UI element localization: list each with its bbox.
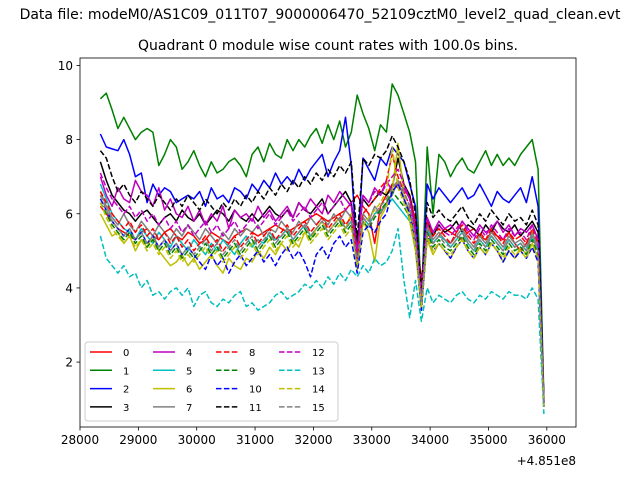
series-line-8 <box>99 153 545 403</box>
x-tick-label: 33000 <box>353 433 391 447</box>
chart-title: Quadrant 0 module wise count rates with … <box>138 38 518 54</box>
x-tick-label: 28000 <box>61 433 99 447</box>
y-tick-label: 10 <box>58 59 73 73</box>
x-tick-label: 32000 <box>294 433 332 447</box>
x-tick-label: 30000 <box>178 433 216 447</box>
legend-label-9: 9 <box>249 366 255 377</box>
series-line-14 <box>99 146 545 407</box>
series-line-1 <box>99 83 545 400</box>
x-tick-label: 35000 <box>469 433 507 447</box>
legend-label-11: 11 <box>249 403 262 414</box>
legend-label-0: 0 <box>123 348 129 359</box>
legend-label-12: 12 <box>312 348 325 359</box>
y-tick-label: 2 <box>65 356 73 370</box>
legend-box <box>84 341 339 422</box>
legend-label-3: 3 <box>123 403 129 414</box>
x-axis-offset-label: +4.851e8 <box>517 454 576 468</box>
series-line-9 <box>99 190 545 407</box>
series-group <box>99 83 545 415</box>
x-tick-label: 34000 <box>411 433 449 447</box>
y-tick-label: 6 <box>65 207 73 221</box>
legend-label-5: 5 <box>186 366 192 377</box>
series-line-4 <box>99 176 545 403</box>
figure-suptitle: Data file: modeM0/AS1C09_011T07_90000064… <box>20 7 621 23</box>
series-line-15 <box>99 179 545 407</box>
legend-label-13: 13 <box>312 366 325 377</box>
legend-label-2: 2 <box>123 385 129 396</box>
axes-frame <box>79 57 577 428</box>
legend-label-6: 6 <box>186 385 192 396</box>
series-line-13 <box>99 227 545 415</box>
series-line-3 <box>99 157 545 403</box>
legend-label-15: 15 <box>312 403 325 414</box>
series-line-2 <box>99 116 545 403</box>
legend-label-10: 10 <box>249 385 262 396</box>
y-tick-label: 4 <box>65 281 73 295</box>
series-line-12 <box>99 168 545 407</box>
legend-label-4: 4 <box>186 348 192 359</box>
legend-label-7: 7 <box>186 403 192 414</box>
x-tick-label: 29000 <box>119 433 157 447</box>
legend-label-8: 8 <box>249 348 255 359</box>
plot-area: 28000 29000 30000 31000 32000 33000 34000 35000… <box>58 57 577 447</box>
legend-label-14: 14 <box>312 385 325 396</box>
legend-label-1: 1 <box>123 366 129 377</box>
x-tick-label: 31000 <box>236 433 274 447</box>
y-tick-label: 8 <box>65 133 73 147</box>
series-line-11 <box>99 135 545 403</box>
x-tick-label: 36000 <box>528 433 566 447</box>
